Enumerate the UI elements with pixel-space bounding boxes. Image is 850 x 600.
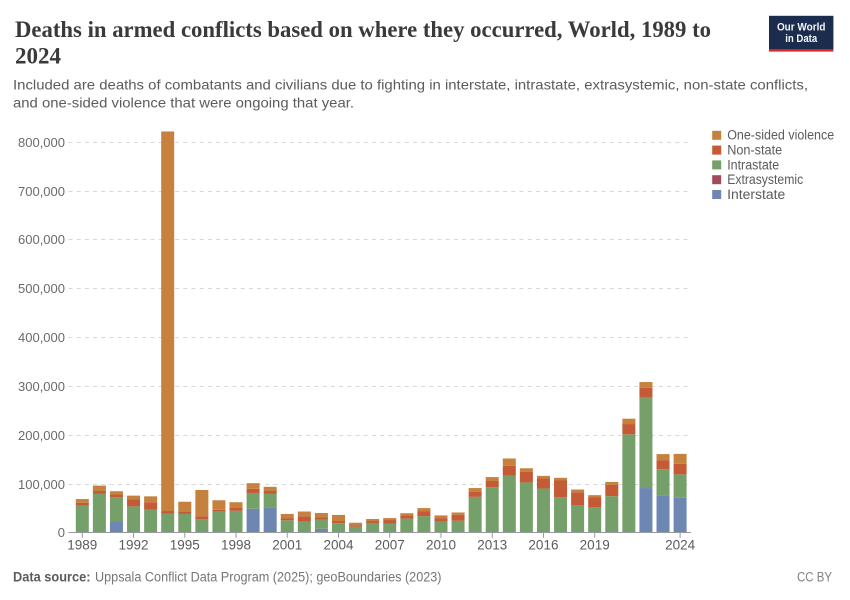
svg-text:400,000: 400,000 [18, 330, 65, 345]
svg-text:2007: 2007 [375, 538, 405, 553]
svg-text:and one-sided violence that we: and one-sided violence that were ongoing… [13, 95, 354, 111]
svg-text:Intrastate: Intrastate [727, 157, 779, 172]
svg-text:1989: 1989 [67, 538, 97, 553]
svg-text:2004: 2004 [323, 538, 354, 553]
svg-text:800,000: 800,000 [18, 135, 65, 150]
svg-text:2016: 2016 [528, 538, 558, 553]
svg-text:Non-state: Non-state [727, 143, 782, 158]
svg-text:2019: 2019 [580, 538, 610, 553]
svg-text:Deaths in armed conflicts base: Deaths in armed conflicts based on where… [15, 17, 711, 42]
svg-text:500,000: 500,000 [18, 281, 65, 296]
svg-text:One-sided violence: One-sided violence [727, 128, 834, 143]
svg-text:1998: 1998 [221, 538, 251, 553]
svg-text:2001: 2001 [272, 538, 302, 553]
svg-text:Data source:: Data source: [13, 570, 91, 585]
svg-text:in Data: in Data [785, 33, 818, 45]
svg-text:600,000: 600,000 [18, 232, 65, 247]
svg-text:200,000: 200,000 [18, 428, 65, 443]
svg-text:Extrasystemic: Extrasystemic [727, 172, 803, 187]
svg-text:0: 0 [58, 525, 65, 540]
svg-text:Interstate: Interstate [727, 187, 785, 202]
svg-text:2013: 2013 [477, 538, 507, 553]
svg-text:100,000: 100,000 [18, 477, 65, 492]
svg-text:2024: 2024 [15, 44, 62, 69]
svg-text:CC BY: CC BY [797, 570, 832, 585]
svg-text:1995: 1995 [170, 538, 200, 553]
svg-text:2024: 2024 [665, 538, 696, 553]
svg-text:300,000: 300,000 [18, 379, 65, 394]
svg-text:2010: 2010 [426, 538, 456, 553]
svg-text:Included are deaths of combata: Included are deaths of combatants and ci… [13, 77, 808, 93]
svg-text:1992: 1992 [119, 538, 149, 553]
svg-text:Uppsala Conflict Data Program: Uppsala Conflict Data Program (2025); ge… [95, 570, 442, 585]
svg-text:Our World: Our World [777, 22, 826, 34]
svg-text:700,000: 700,000 [18, 184, 65, 199]
